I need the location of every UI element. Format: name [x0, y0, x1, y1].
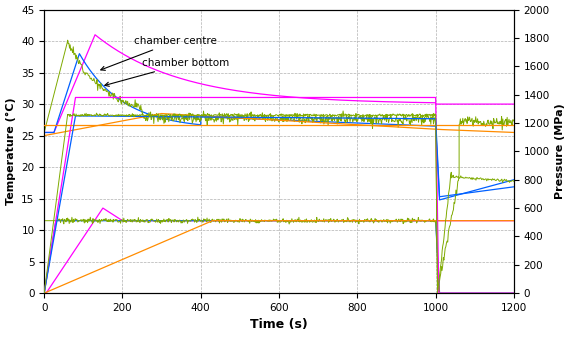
X-axis label: Time (s): Time (s): [250, 318, 308, 332]
Y-axis label: Temperature (°C): Temperature (°C): [6, 97, 15, 205]
Y-axis label: Pressure (MPa): Pressure (MPa): [556, 103, 565, 199]
Text: chamber centre: chamber centre: [100, 36, 217, 70]
Text: chamber bottom: chamber bottom: [105, 58, 230, 86]
